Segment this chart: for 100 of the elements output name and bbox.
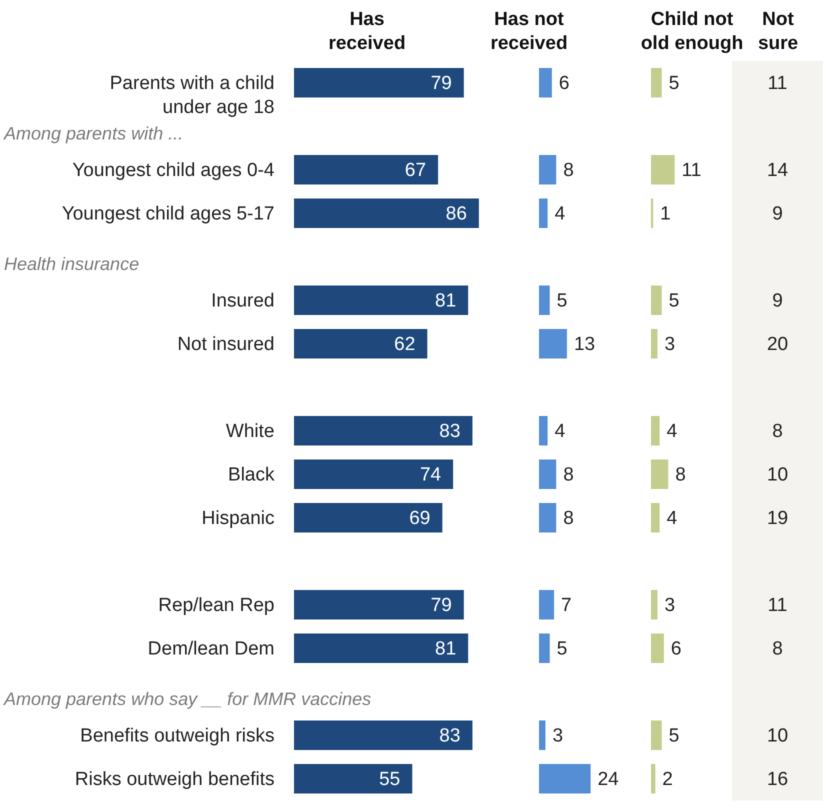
- data-label: 16: [766, 768, 788, 790]
- bar: [651, 154, 675, 185]
- chart-title: Has not received: [490, 9, 568, 54]
- data-label: 5: [668, 72, 680, 94]
- data-label: 79: [430, 72, 452, 94]
- bar: [651, 328, 658, 359]
- bar: [539, 154, 556, 185]
- bar: [651, 633, 664, 664]
- data-label: 5: [556, 290, 568, 312]
- y-tick-label: Insured: [211, 290, 274, 312]
- annotation: Among parents who say __ for MMR vaccines: [3, 688, 372, 709]
- bar: [651, 502, 660, 533]
- data-label: 8: [675, 464, 686, 486]
- y-tick-label: Benefits outweigh risks: [80, 725, 274, 746]
- y-tick-label: White: [226, 420, 274, 442]
- data-label: 11: [768, 72, 788, 94]
- data-label: 11: [682, 160, 702, 181]
- y-tick-label: Not insured: [177, 334, 274, 355]
- bar: [651, 68, 662, 98]
- bar: [651, 459, 668, 490]
- data-label: 62: [394, 334, 416, 355]
- data-label: 6: [558, 72, 570, 94]
- data-label: 2: [662, 768, 673, 790]
- bar: [651, 720, 662, 750]
- chart-title: Has received: [328, 9, 406, 54]
- data-label: 8: [772, 420, 783, 442]
- chart-title: Child not old enough: [640, 9, 744, 54]
- bar: [539, 198, 548, 228]
- bar: [539, 764, 591, 794]
- y-tick-label: Dem/lean Dem: [148, 638, 274, 660]
- data-label: 11: [768, 594, 788, 616]
- data-label: 9: [772, 290, 783, 312]
- bar: [539, 633, 550, 664]
- bar: [294, 633, 468, 664]
- data-label: 4: [554, 203, 566, 224]
- data-label: 6: [670, 638, 682, 660]
- bar: [539, 590, 554, 620]
- text: Health insurance: [4, 254, 140, 274]
- bar: [294, 154, 438, 185]
- data-label: 83: [439, 725, 460, 746]
- bar: [294, 502, 442, 533]
- data-label: 5: [556, 638, 568, 660]
- bar: [294, 459, 454, 490]
- bar: [294, 328, 428, 359]
- bar: [294, 764, 412, 794]
- data-label: 9: [772, 203, 783, 224]
- bar: [539, 285, 550, 316]
- data-label: 8: [563, 508, 574, 529]
- data-label: 4: [554, 420, 566, 442]
- y-tick-label: Parents with a child under age 18: [110, 72, 274, 118]
- y-tick-label: Rep/lean Rep: [158, 594, 274, 616]
- data-label: 24: [598, 768, 620, 790]
- text: Not sure: [758, 9, 798, 54]
- data-label: 74: [420, 464, 442, 486]
- data-label: 81: [435, 290, 456, 312]
- bar: [651, 285, 662, 316]
- data-label: 55: [379, 768, 400, 790]
- data-label: 3: [664, 594, 676, 616]
- data-label: 5: [668, 290, 680, 312]
- data-label: 8: [563, 464, 574, 486]
- y-tick-label: Youngest child ages 0-4: [72, 160, 275, 181]
- data-label: 1: [660, 203, 671, 224]
- data-label: 86: [446, 203, 467, 224]
- data-label: 14: [766, 160, 788, 181]
- data-label: 13: [574, 334, 596, 355]
- data-label: 10: [766, 725, 788, 746]
- bar: [539, 720, 546, 750]
- bar: [294, 198, 479, 228]
- bar: [651, 764, 656, 794]
- data-label: 81: [435, 638, 456, 660]
- bar: [294, 285, 468, 316]
- data-label: 8: [772, 638, 783, 660]
- data-label: 4: [666, 508, 678, 529]
- data-label: 3: [664, 334, 676, 355]
- bar: [539, 68, 552, 98]
- data-label: 8: [563, 160, 574, 181]
- bar: [539, 502, 556, 533]
- y-tick-label: Hispanic: [202, 508, 274, 529]
- data-label: 79: [430, 594, 452, 616]
- data-label: 7: [561, 594, 572, 616]
- bar: [539, 328, 567, 359]
- data-label: 83: [439, 420, 460, 442]
- data-label: 19: [766, 508, 788, 529]
- bar: [539, 416, 548, 446]
- data-label: 3: [552, 725, 564, 746]
- bar: [294, 416, 472, 446]
- bar: [294, 68, 464, 98]
- y-tick-label: Black: [228, 464, 275, 486]
- data-label: 5: [668, 725, 680, 746]
- text: Among parents with ...: [3, 123, 184, 144]
- data-label: 4: [666, 420, 678, 442]
- bar: [651, 416, 660, 446]
- bar: [294, 590, 464, 620]
- data-label: 69: [409, 508, 430, 529]
- bar: [294, 720, 472, 750]
- data-label: 20: [766, 334, 788, 355]
- y-tick-label: Youngest child ages 5-17: [62, 203, 274, 224]
- y-tick-label: Risks outweigh benefits: [74, 768, 274, 790]
- data-label: 10: [766, 464, 788, 486]
- data-label: 67: [404, 160, 426, 181]
